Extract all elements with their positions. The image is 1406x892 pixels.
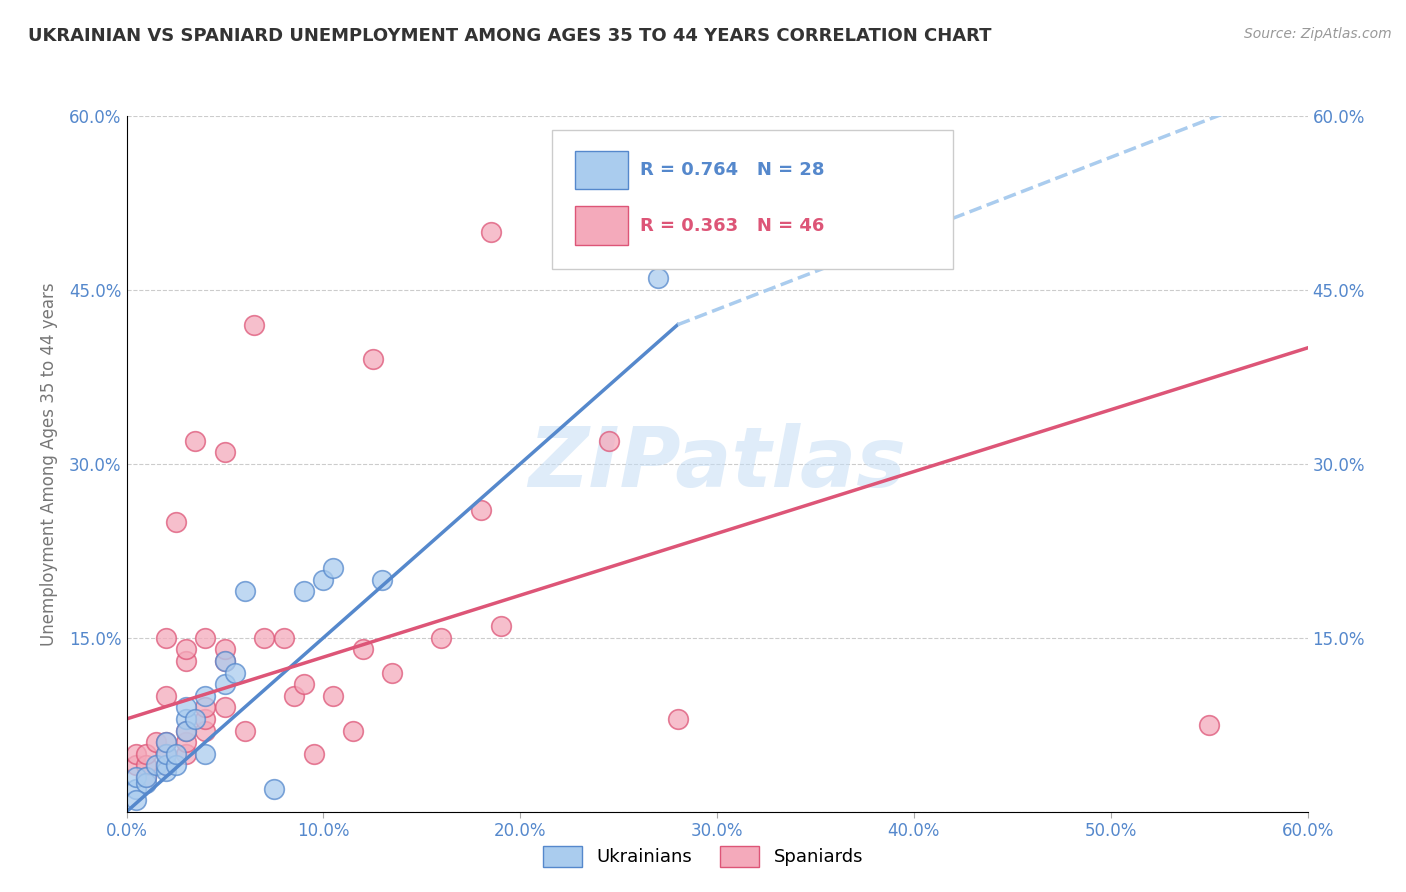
Point bbox=[165, 747, 187, 761]
Point bbox=[253, 631, 276, 645]
Point bbox=[292, 677, 315, 691]
Point bbox=[174, 700, 197, 714]
Point bbox=[214, 677, 236, 691]
Point bbox=[174, 642, 197, 657]
Point bbox=[135, 747, 157, 761]
Point bbox=[292, 584, 315, 599]
Point bbox=[302, 747, 325, 761]
Point bbox=[263, 781, 285, 796]
Point bbox=[184, 712, 207, 726]
Point bbox=[322, 561, 344, 575]
Point bbox=[184, 74, 207, 88]
Point bbox=[155, 735, 177, 749]
Point bbox=[184, 434, 207, 448]
Point bbox=[598, 434, 620, 448]
Text: Source: ZipAtlas.com: Source: ZipAtlas.com bbox=[1244, 27, 1392, 41]
Point bbox=[145, 758, 167, 772]
Point bbox=[155, 747, 177, 761]
Point bbox=[1198, 717, 1220, 731]
Point bbox=[174, 712, 197, 726]
Point bbox=[479, 225, 502, 239]
Point bbox=[125, 781, 148, 796]
Point bbox=[342, 723, 364, 738]
Point bbox=[155, 758, 177, 772]
Point bbox=[666, 712, 689, 726]
Y-axis label: Unemployment Among Ages 35 to 44 years: Unemployment Among Ages 35 to 44 years bbox=[39, 282, 58, 646]
Point bbox=[165, 758, 187, 772]
Point bbox=[352, 642, 374, 657]
Point bbox=[194, 700, 217, 714]
Point bbox=[135, 775, 157, 790]
Point bbox=[194, 712, 217, 726]
Text: ZIPatlas: ZIPatlas bbox=[529, 424, 905, 504]
Point bbox=[361, 352, 384, 367]
Point bbox=[214, 654, 236, 668]
Text: R = 0.363   N = 46: R = 0.363 N = 46 bbox=[640, 217, 825, 235]
Bar bbox=[575, 151, 628, 189]
Point bbox=[145, 735, 167, 749]
Point bbox=[155, 764, 177, 778]
Point bbox=[489, 619, 512, 633]
Point bbox=[214, 445, 236, 459]
Point bbox=[174, 723, 197, 738]
Point bbox=[155, 758, 177, 772]
Bar bbox=[575, 206, 628, 244]
Point bbox=[381, 665, 404, 680]
Point bbox=[283, 689, 305, 703]
Point bbox=[174, 747, 197, 761]
Point bbox=[194, 689, 217, 703]
Point bbox=[224, 665, 246, 680]
Point bbox=[135, 770, 157, 784]
Point bbox=[233, 584, 256, 599]
Point bbox=[194, 631, 217, 645]
Point bbox=[155, 747, 177, 761]
Point bbox=[322, 689, 344, 703]
Point bbox=[430, 631, 453, 645]
Point bbox=[233, 723, 256, 738]
Point bbox=[135, 758, 157, 772]
Point bbox=[194, 723, 217, 738]
Point bbox=[155, 631, 177, 645]
Point bbox=[174, 723, 197, 738]
FancyBboxPatch shape bbox=[551, 130, 953, 269]
Legend: Ukrainians, Spaniards: Ukrainians, Spaniards bbox=[536, 838, 870, 874]
Point bbox=[243, 318, 266, 332]
Point bbox=[165, 515, 187, 529]
Point bbox=[174, 735, 197, 749]
Point bbox=[155, 735, 177, 749]
Point bbox=[214, 654, 236, 668]
Point bbox=[125, 770, 148, 784]
Point bbox=[125, 747, 148, 761]
Point bbox=[155, 689, 177, 703]
Point bbox=[174, 654, 197, 668]
Point bbox=[125, 758, 148, 772]
Text: R = 0.764   N = 28: R = 0.764 N = 28 bbox=[640, 161, 825, 179]
Point bbox=[214, 700, 236, 714]
Point bbox=[371, 573, 394, 587]
Point bbox=[194, 747, 217, 761]
Point bbox=[312, 573, 335, 587]
Point bbox=[470, 503, 492, 517]
Point bbox=[214, 642, 236, 657]
Text: UKRAINIAN VS SPANIARD UNEMPLOYMENT AMONG AGES 35 TO 44 YEARS CORRELATION CHART: UKRAINIAN VS SPANIARD UNEMPLOYMENT AMONG… bbox=[28, 27, 991, 45]
Point bbox=[135, 770, 157, 784]
Point bbox=[647, 271, 669, 285]
Point bbox=[273, 631, 295, 645]
Point bbox=[125, 793, 148, 807]
